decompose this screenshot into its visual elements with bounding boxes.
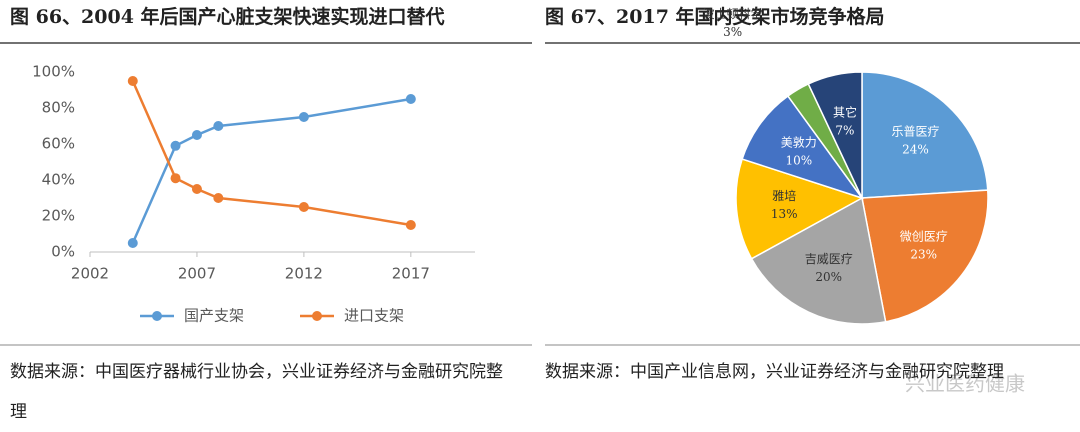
pie-slice (750, 196, 887, 325)
slice-value: 7% (835, 123, 854, 137)
slice-label: 微创医疗 (900, 229, 948, 243)
series-line (131, 97, 412, 244)
source-note: 数据来源：中国产业信息网，兴业证券经济与金融研究院整理 (545, 362, 1004, 382)
slice-value: 3% (723, 25, 742, 39)
series-line (131, 80, 412, 227)
point (405, 220, 416, 230)
slice-value: 24% (902, 143, 929, 157)
pie-slice (861, 71, 989, 199)
source-note: 数据来源：中国医疗器械行业协会，兴业证券经济与金融研究院整理 (10, 362, 503, 422)
x-tick-label: 2007 (178, 265, 216, 283)
slice-value: 20% (815, 270, 842, 284)
slice-value: 13% (771, 207, 798, 221)
point (298, 112, 309, 122)
point (298, 202, 309, 212)
legend-label: 进口支架 (344, 307, 404, 325)
slice-value: 10% (785, 154, 812, 168)
y-tick-label: 100% (32, 63, 75, 81)
slice-label: 雅培 (772, 188, 796, 203)
point (213, 193, 224, 203)
legend-marker (312, 311, 322, 321)
point (191, 130, 202, 140)
point (170, 173, 181, 184)
slice-label: 乐普医疗 (891, 125, 939, 139)
point (127, 238, 138, 248)
slice-label: 波士顿科学 (703, 6, 763, 21)
y-tick-label: 60% (42, 135, 75, 153)
legend-label: 国产支架 (184, 307, 244, 325)
pie-slice (741, 95, 864, 200)
x-tick-label: 2017 (392, 265, 430, 283)
y-tick-label: 80% (42, 99, 75, 117)
y-tick-label: 20% (42, 207, 75, 225)
chart-title: 图 66、2004 年后国产心脏支架快速实现进口替代 (10, 5, 445, 28)
slice-value: 23% (910, 247, 937, 261)
pie-slice (807, 71, 863, 199)
point (191, 184, 202, 194)
point (213, 121, 224, 131)
y-tick-label: 0% (51, 243, 75, 261)
point (405, 94, 416, 104)
slice-label: 美敦力 (781, 135, 817, 150)
x-tick-label: 2012 (285, 265, 323, 283)
point (127, 76, 138, 86)
pie-slice (735, 158, 864, 260)
pie-slice (861, 189, 989, 323)
chart-title: 图 67、2017 年国内支架市场竞争格局 (545, 5, 885, 28)
watermark: 兴业医药健康 (905, 372, 1025, 396)
point (170, 140, 181, 151)
legend-marker (152, 311, 162, 321)
x-tick-label: 2002 (71, 265, 109, 283)
slice-label: 吉威医疗 (805, 252, 853, 266)
y-tick-label: 40% (42, 171, 75, 189)
slice-label: 其它 (833, 104, 857, 119)
